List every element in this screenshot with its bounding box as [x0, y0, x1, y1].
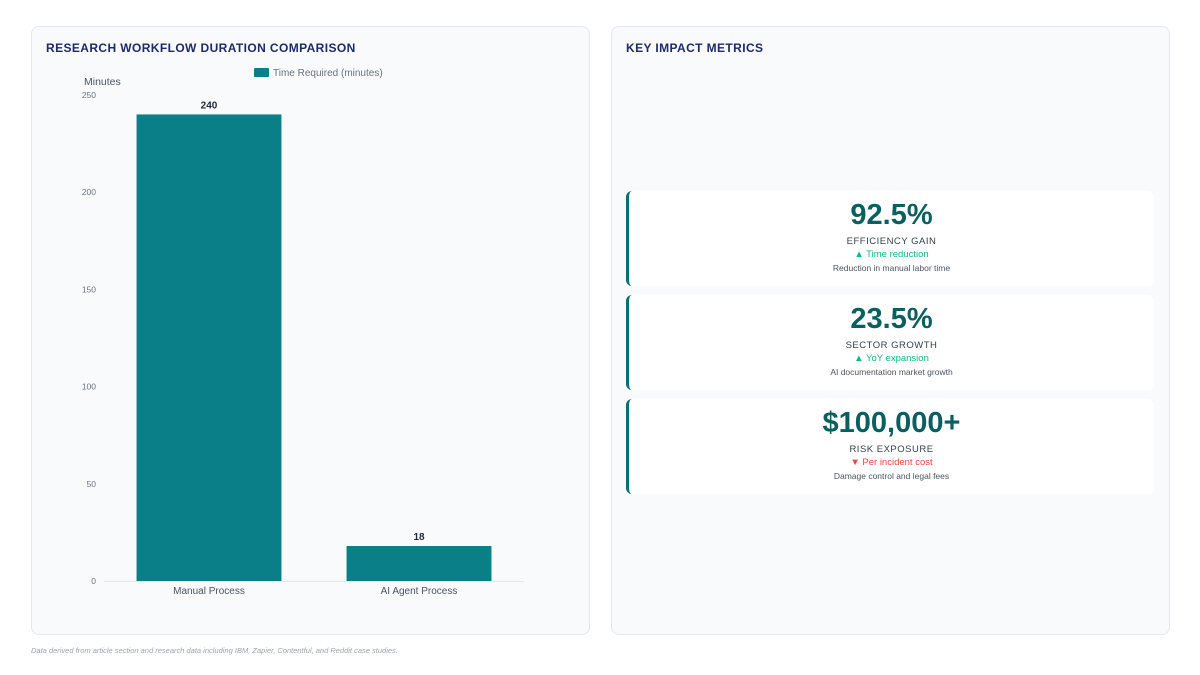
data-label: 240: [201, 100, 218, 111]
metric-label: RISK EXPOSURE: [849, 444, 934, 455]
y-tick-label: 150: [82, 284, 96, 294]
metrics-title: KEY IMPACT METRICS: [626, 41, 764, 55]
y-tick-label: 0: [91, 576, 96, 586]
legend-swatch: [254, 68, 269, 77]
metric-value: $100,000+: [822, 407, 961, 439]
metric-card-growth: 23.5% SECTOR GROWTH ▲ YoY expansion AI d…: [626, 295, 1154, 390]
legend-label: Time Required (minutes): [273, 68, 383, 79]
bar-chart: Time Required (minutes) Minutes 0 50 100 150 2…: [82, 68, 524, 597]
metric-label: SECTOR GROWTH: [845, 340, 938, 351]
metric-description: Reduction in manual labor time: [832, 263, 951, 273]
metric-trend: ▲ Time reduction: [854, 249, 929, 260]
metric-value: 92.5%: [850, 199, 933, 231]
metric-card-risk: $100,000+ RISK EXPOSURE ▼ Per incident c…: [626, 399, 1154, 494]
metric-label: EFFICIENCY GAIN: [846, 236, 937, 247]
y-tick-label: 100: [82, 382, 96, 392]
metrics-panel: KEY IMPACT METRICS 92.5% EFFICIENCY GAIN…: [611, 26, 1170, 635]
metric-value: 23.5%: [850, 303, 933, 335]
x-tick-label: Manual Process: [173, 586, 245, 597]
bar: [136, 114, 282, 581]
metric-trend: ▲ YoY expansion: [854, 353, 929, 364]
y-tick-label: 50: [87, 479, 97, 489]
x-tick-label: AI Agent Process: [381, 586, 458, 597]
metric-description: AI documentation market growth: [830, 367, 953, 377]
chart-title: RESEARCH WORKFLOW DURATION COMPARISON: [46, 41, 356, 55]
y-axis-label: Minutes: [84, 76, 121, 88]
data-label: 18: [413, 532, 425, 543]
bar: [346, 546, 492, 581]
footnote: Data derived from article section and re…: [31, 646, 398, 655]
metric-trend: ▼ Per incident cost: [850, 457, 933, 468]
chart-panel: RESEARCH WORKFLOW DURATION COMPARISON Ti…: [31, 26, 590, 635]
y-tick-label: 250: [82, 90, 96, 100]
y-tick-label: 200: [82, 187, 96, 197]
metric-description: Damage control and legal fees: [833, 471, 950, 481]
metric-card-efficiency: 92.5% EFFICIENCY GAIN ▲ Time reduction R…: [626, 191, 1154, 286]
